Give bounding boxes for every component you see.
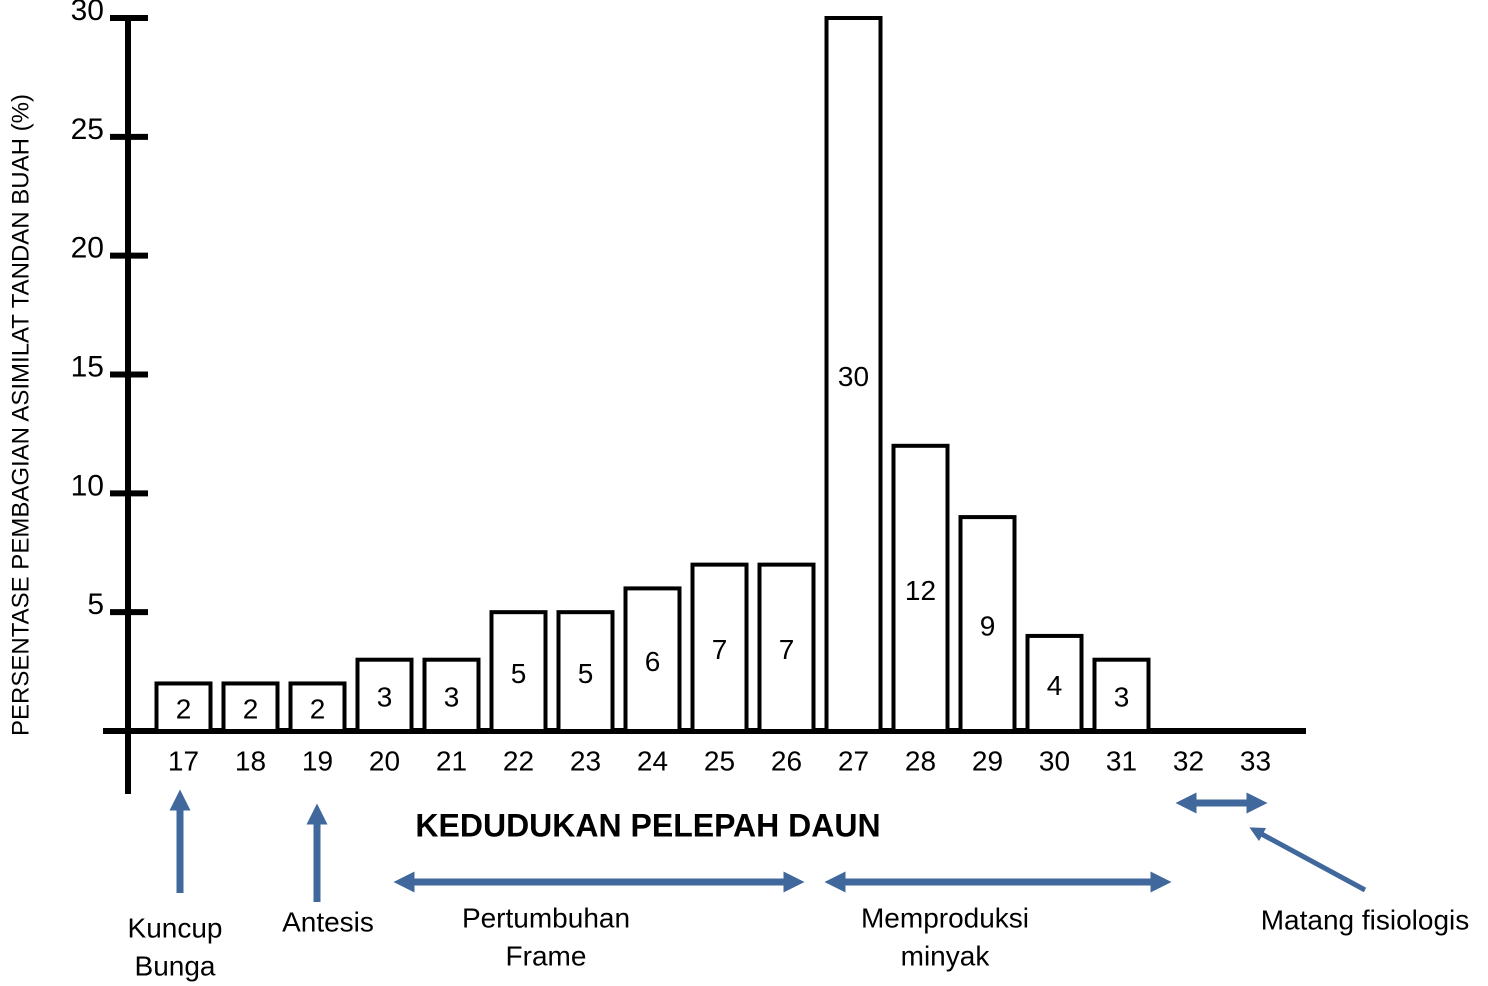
x-axis-title: KEDUDUKAN PELEPAH DAUN (415, 807, 880, 843)
x-tick-label: 20 (369, 745, 400, 776)
data-label: 9 (980, 610, 996, 641)
x-tick-label: 21 (436, 745, 467, 776)
bar (891, 443, 950, 733)
annotation: Kuncup (128, 912, 223, 943)
x-tick-label: 18 (235, 745, 266, 776)
annotation: Pertumbuhan (462, 902, 630, 933)
bar (422, 657, 481, 734)
data-label: 3 (444, 682, 460, 713)
annotation: minyak (901, 940, 991, 971)
arrow (1249, 827, 1367, 893)
y-tick-label: 30 (71, 0, 104, 27)
data-label: 7 (779, 634, 795, 665)
y-tick-label: 25 (71, 113, 104, 146)
bar (355, 657, 414, 734)
x-tick-label: 33 (1240, 745, 1271, 776)
data-label: 5 (511, 658, 527, 689)
data-label: 5 (578, 658, 594, 689)
x-tick-label: 24 (637, 745, 668, 776)
x-tick-label: 19 (302, 745, 333, 776)
y-tick-label: 15 (71, 350, 104, 383)
bar (1092, 657, 1151, 734)
data-label: 4 (1047, 670, 1063, 701)
bar (288, 681, 347, 734)
annotation: Bunga (135, 950, 216, 981)
x-tick-label: 29 (972, 745, 1003, 776)
x-tick-label: 25 (704, 745, 735, 776)
y-tick-label: 20 (71, 232, 104, 265)
data-label: 2 (243, 694, 259, 725)
bar (556, 610, 615, 734)
data-label: 3 (1114, 682, 1130, 713)
y-tick-label: 10 (71, 469, 104, 502)
annotation: Matang fisiologis (1261, 904, 1470, 935)
annotation: Antesis (282, 906, 374, 937)
x-tick-label: 28 (905, 745, 936, 776)
x-tick-label: 30 (1039, 745, 1070, 776)
annotation: Memproduksi (861, 902, 1029, 933)
y-axis-title: PERSENTASE PEMBAGIAN ASIMILAT TANDAN BUA… (7, 94, 34, 736)
x-tick-label: 32 (1173, 745, 1204, 776)
x-tick-label: 22 (503, 745, 534, 776)
data-label: 30 (838, 361, 869, 392)
data-label: 2 (310, 694, 326, 725)
data-label: 3 (377, 682, 393, 713)
bar (489, 610, 548, 734)
bar (1025, 633, 1084, 734)
bar (623, 586, 682, 734)
bar (154, 681, 213, 734)
annotation: Frame (506, 940, 587, 971)
bar (958, 515, 1017, 733)
data-label: 2 (176, 694, 192, 725)
annotation-arrows (169, 789, 1367, 902)
bar (690, 562, 749, 734)
data-label: 7 (712, 634, 728, 665)
data-label: 12 (905, 575, 936, 606)
bar (757, 562, 816, 734)
data-label: 6 (645, 646, 661, 677)
bar (221, 681, 280, 734)
x-tick-label: 31 (1106, 745, 1137, 776)
x-tick-label: 17 (168, 745, 199, 776)
x-tick-label: 23 (570, 745, 601, 776)
x-tick-label: 27 (838, 745, 869, 776)
x-tick-label: 26 (771, 745, 802, 776)
y-tick-label: 5 (87, 588, 104, 621)
bar (824, 16, 883, 733)
